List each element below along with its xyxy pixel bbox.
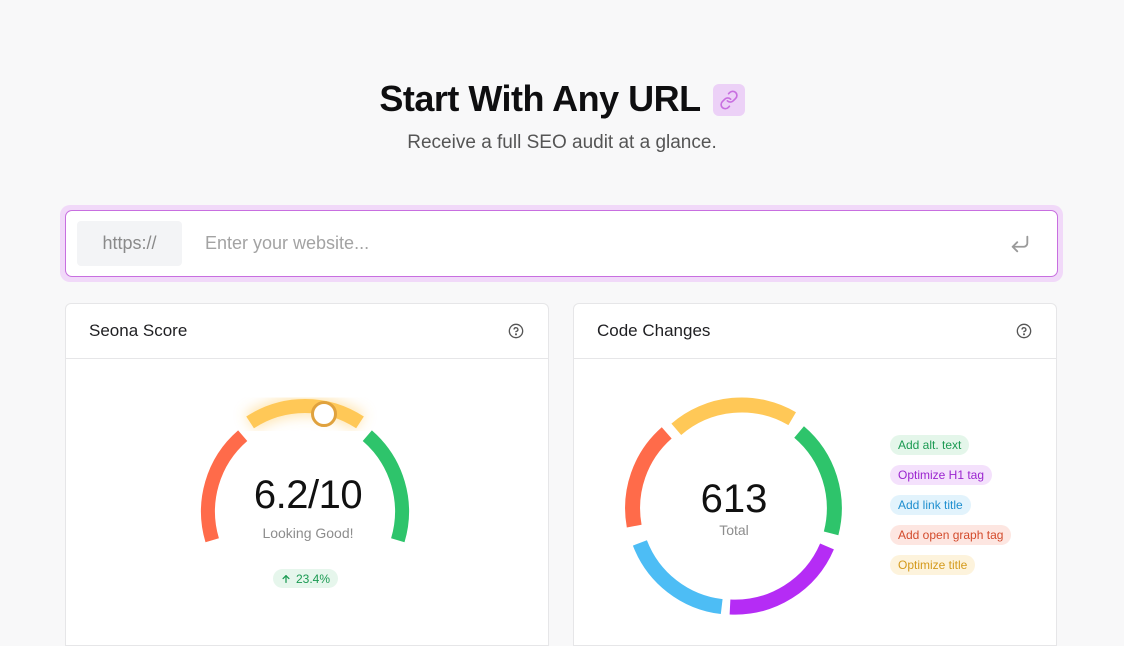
page-subtitle: Receive a full SEO audit at a glance. [407,132,717,153]
enter-return-icon [1011,235,1029,252]
score-status: Looking Good! [262,525,354,541]
change-tags-list: Add alt. text Optimize H1 tag Add link t… [890,435,1012,575]
total-count: 613 [700,477,768,521]
score-delta-value: 23.4% [296,571,331,586]
gauge-segment-high [362,430,409,543]
tag-optimize-h1: Optimize H1 tag [890,465,993,485]
submit-button[interactable] [1000,224,1040,264]
arrow-up-icon [282,574,290,583]
card-title: Seona Score [89,321,188,340]
seona-score-card: Seona Score 6.2/10 Looking Good! 23.4% [65,303,549,646]
changes-donut [625,397,842,615]
link-icon [712,84,745,116]
tag-add-alt-text: Add alt. text [890,435,970,455]
card-title: Code Changes [597,321,711,340]
donut-segment-yellow [671,397,796,436]
donut-segment-blue [632,540,723,615]
donut-segment-green [794,426,842,536]
total-label: Total [719,522,749,538]
url-prefix: https:// [77,221,182,266]
gauge-segment-low [201,430,248,543]
question-circle-icon[interactable] [1015,322,1033,340]
tag-optimize-title: Optimize title [890,555,976,575]
website-input[interactable] [205,233,1000,254]
tag-add-open-graph: Add open graph tag [890,525,1012,545]
score-delta-badge: 23.4% [273,569,339,588]
card-header: Code Changes [574,304,1056,359]
donut-segment-red [625,427,672,528]
url-bar: https:// [65,210,1058,277]
tag-add-link-title: Add link title [890,495,971,515]
page-title: Start With Any URL [379,78,701,119]
score-value: 6.2/10 [253,473,363,517]
gauge-indicator [311,401,337,427]
card-header: Seona Score [66,304,548,359]
gauge-segment-mid [246,398,364,429]
score-gauge [201,395,409,543]
question-circle-icon[interactable] [507,322,525,340]
hero-title-row: Start With Any URL [0,78,1124,120]
donut-segment-purple [729,543,834,615]
code-changes-card: Code Changes 613 Total Add alt. text Opt… [573,303,1057,646]
